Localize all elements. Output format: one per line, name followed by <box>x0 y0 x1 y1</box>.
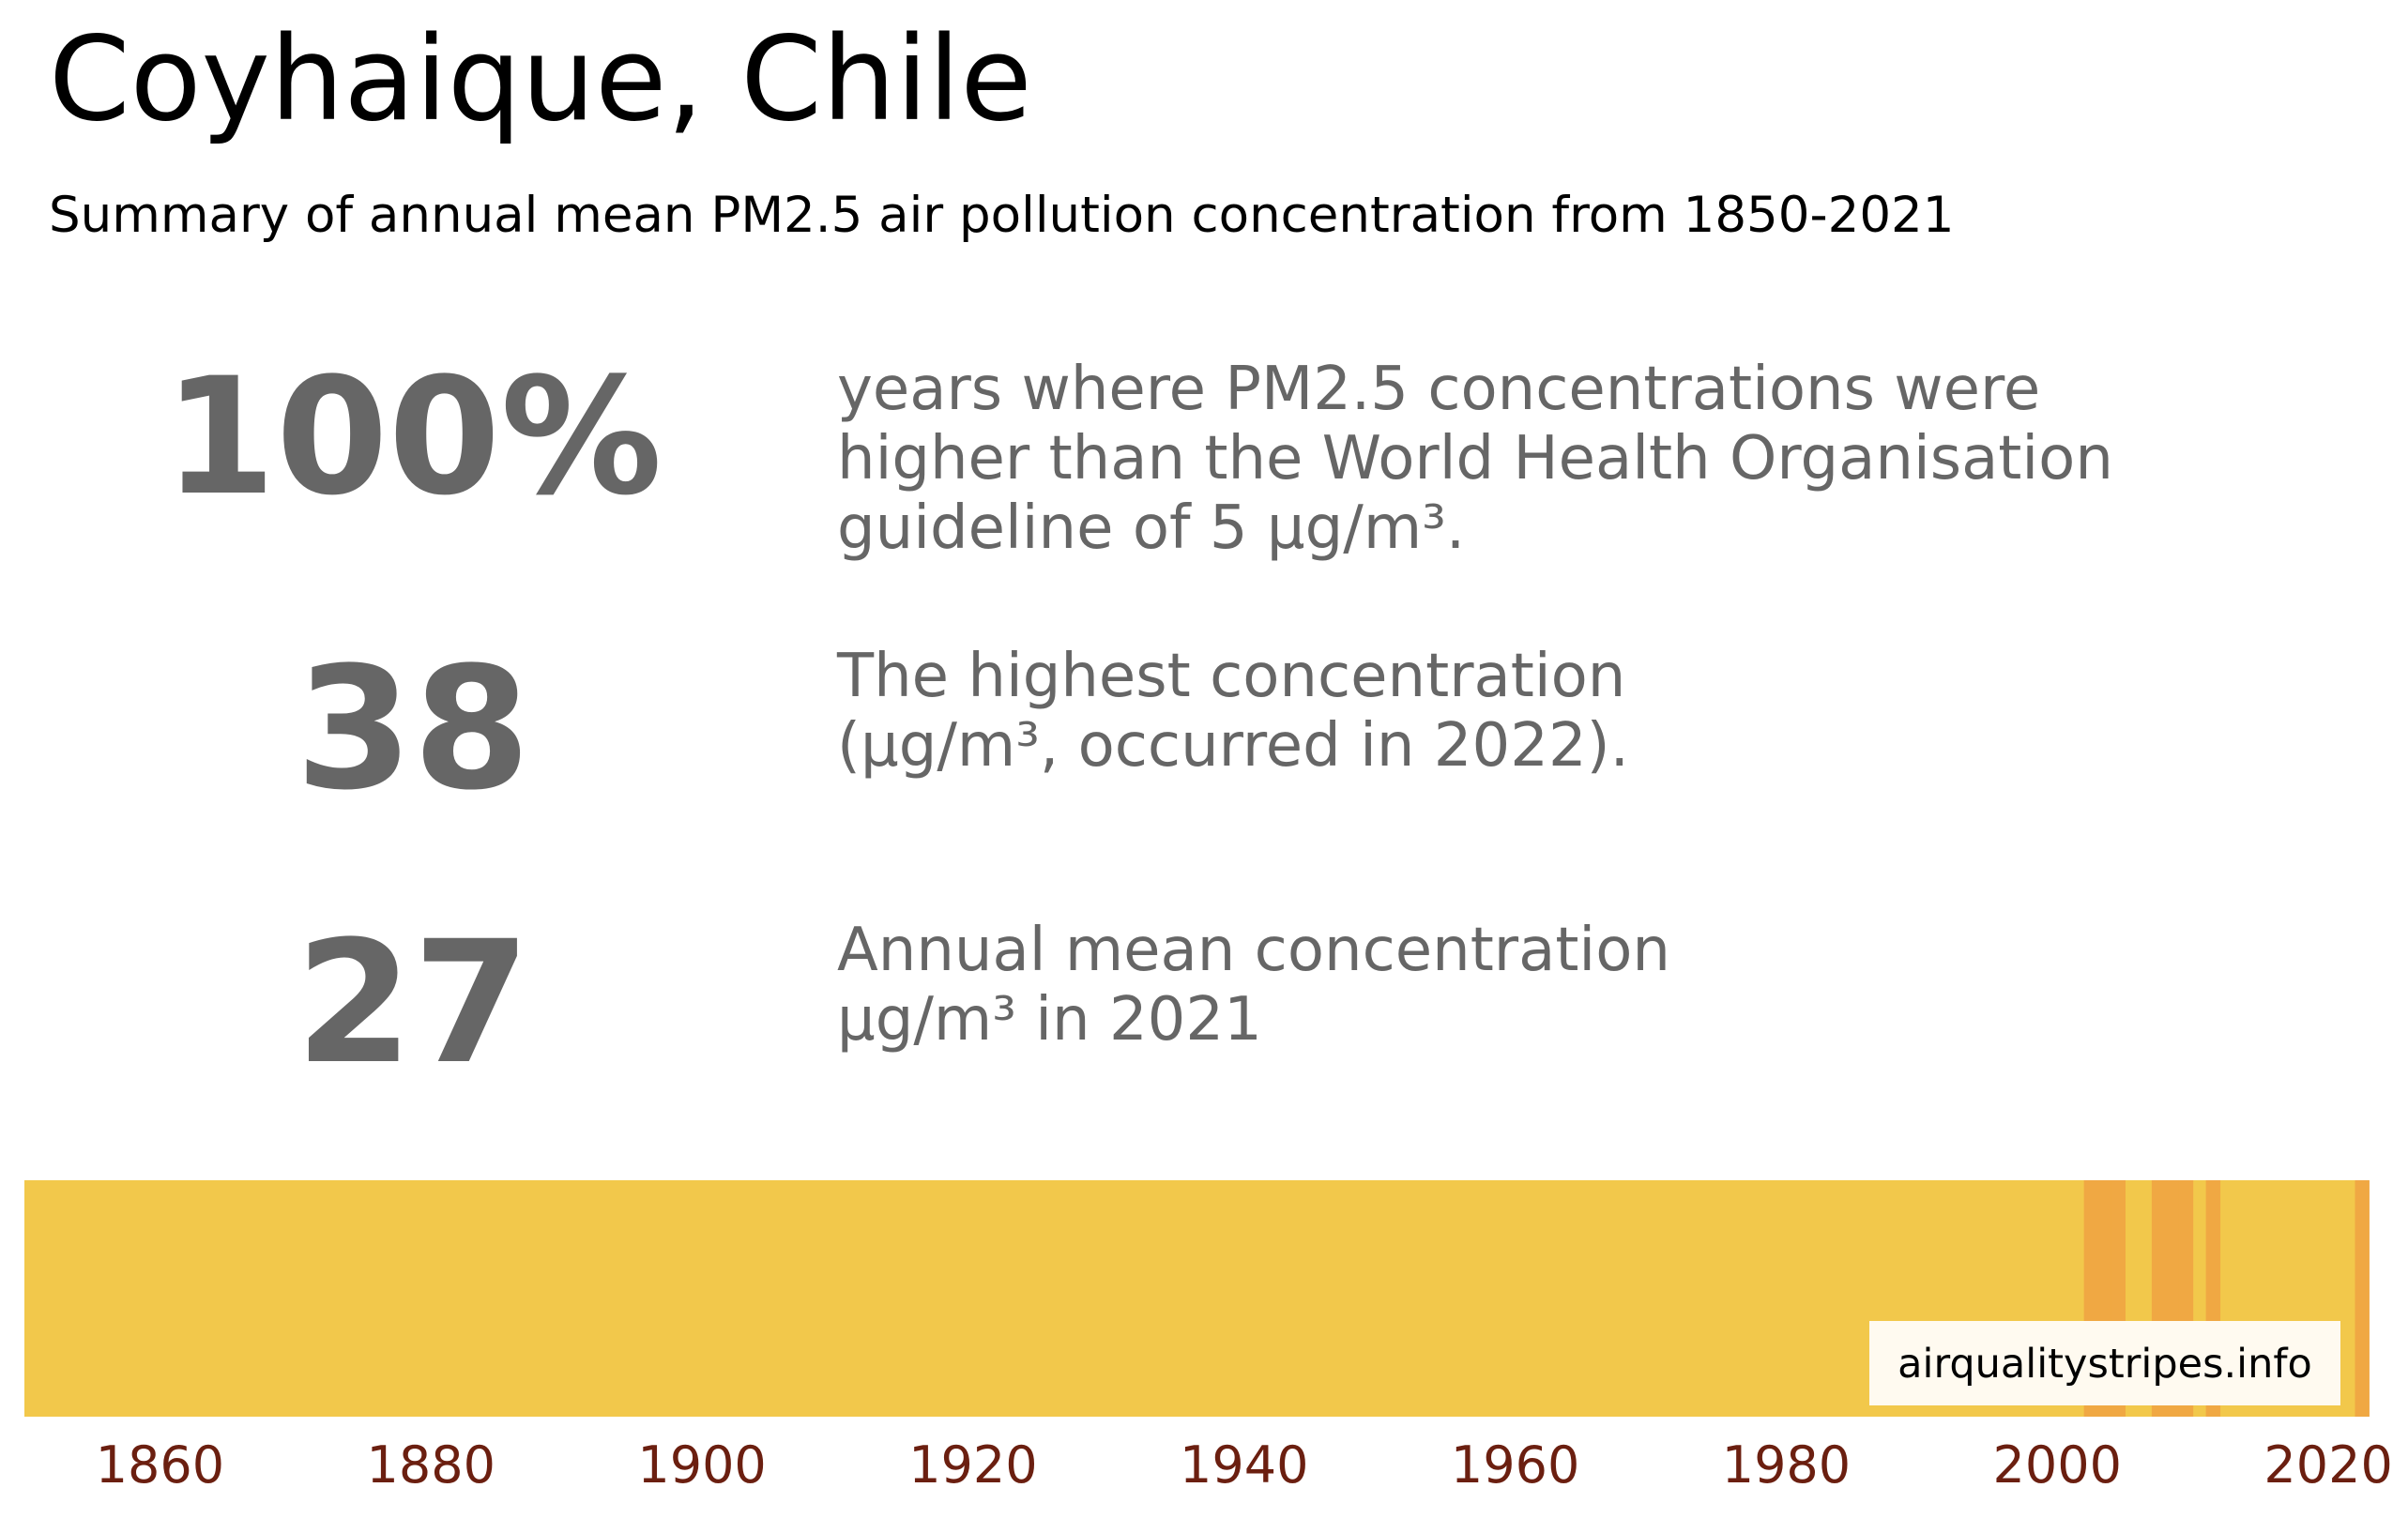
credit-label: airqualitystripes.info <box>1897 1341 2312 1388</box>
stripes-chart: 1860 1880 1900 1920 1940 1960 1980 2000 2020 air… <box>24 1180 2393 1495</box>
x-tick-label-1900: 1900 <box>637 1435 766 1495</box>
page-subtitle: Summary of annual mean PM2.5 air polluti… <box>49 187 1955 244</box>
x-tick-label-2020: 2020 <box>2263 1435 2392 1495</box>
x-tick-label-2000: 2000 <box>1993 1435 2122 1495</box>
page-title: Coyhaique, Chile <box>49 12 1032 147</box>
stat-value-mean: 27 <box>295 905 531 1101</box>
stat-description-highest: The highest concentration (µg/m³, occurr… <box>837 642 1629 782</box>
x-tick-label-1980: 1980 <box>1722 1435 1851 1495</box>
stat-value-percent: 100% <box>163 342 663 531</box>
x-tick-label-1960: 1960 <box>1451 1435 1579 1495</box>
stat-description-percent: years where PM2.5 concentrations were hi… <box>837 355 2113 564</box>
stat-value-highest: 38 <box>295 631 531 827</box>
x-tick-label-1880: 1880 <box>367 1435 495 1495</box>
x-tick-label-1860: 1860 <box>96 1435 224 1495</box>
x-tick-label-1920: 1920 <box>908 1435 1037 1495</box>
credit-box <box>1869 1321 2340 1405</box>
stat-description-mean: Annual mean concentration µg/m³ in 2021 <box>837 916 1670 1055</box>
tick-layer: 1860 1880 1900 1920 1940 1960 1980 2000 2020 <box>96 1435 2393 1495</box>
stripe-year-2022 <box>2355 1180 2370 1417</box>
x-tick-label-1940: 1940 <box>1180 1435 1308 1495</box>
